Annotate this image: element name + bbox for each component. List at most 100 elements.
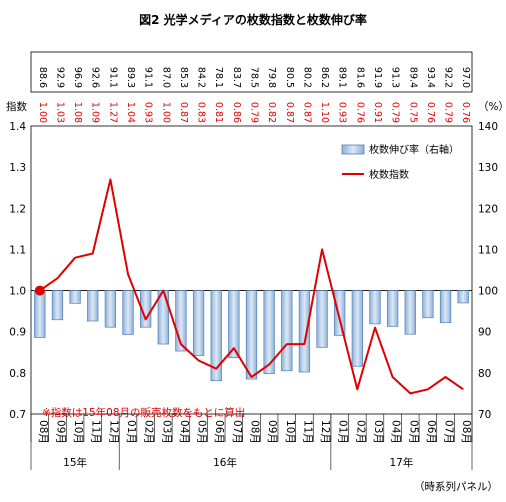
right-tick-label: 140 [478, 121, 498, 133]
bar-7 [157, 290, 169, 345]
bar-10 [210, 290, 222, 382]
year-label: 17年 [390, 456, 414, 469]
bar-value-label: 91.1 [107, 67, 118, 88]
index-value-label: 0.93 [143, 102, 154, 123]
legend-line-label: 枚数指数 [369, 168, 409, 181]
index-value-label: 0.76 [354, 102, 365, 123]
index-value-label: 1.00 [160, 102, 171, 123]
index-start-marker [34, 285, 45, 296]
bar-series [34, 290, 469, 382]
index-value-label: 1.00 [37, 102, 48, 123]
index-value-label: 1.04 [125, 102, 136, 123]
bar-value-label: 87.0 [160, 67, 171, 88]
bar-value-label: 97.0 [460, 67, 471, 88]
bar-value-label: 89.1 [337, 67, 348, 88]
bar-12 [245, 290, 258, 380]
x-tick-label: 10月 [284, 420, 296, 444]
x-tick-label: 09月 [54, 420, 66, 444]
right-axis-label: （%） [478, 101, 506, 113]
bar-2 [69, 290, 81, 304]
bar-value-label: 92.6 [90, 67, 101, 88]
index-value-label: 0.79 [390, 102, 401, 123]
bar-value-label: 92.2 [443, 67, 454, 88]
x-tick-label: 04月 [390, 420, 402, 444]
index-value-label: 0.87 [301, 102, 312, 123]
bar-value-label: 80.5 [284, 67, 295, 88]
right-tick-label: 100 [478, 286, 498, 298]
x-tick-label: 03月 [372, 420, 384, 444]
bar-value-label: 92.9 [54, 67, 65, 88]
source-label: （時系列パネル） [414, 480, 498, 493]
index-value-label: 0.82 [266, 102, 277, 123]
bar-18 [351, 290, 363, 367]
bar-value-label: 85.3 [178, 67, 189, 88]
index-value-labels: 1.00 1.03 1.08 1.09 1.27 1.04 0.93 1.00 0.87 0.83… [37, 102, 471, 123]
bar-24 [457, 290, 469, 304]
legend-bar-swatch [341, 144, 365, 155]
right-axis-ticks: 70 80 90 100 110 120 130 140 [478, 121, 498, 421]
x-tick-label: 05月 [196, 420, 208, 444]
bar-23 [439, 290, 452, 324]
bar-value-label: 89.4 [407, 67, 418, 88]
right-tick-label: 80 [478, 368, 491, 380]
x-tick-label: 03月 [160, 420, 172, 444]
index-value-label: 0.81 [213, 102, 224, 123]
left-tick-label: 1.2 [9, 203, 26, 215]
x-tick-label: 11月 [90, 420, 102, 444]
index-value-label: 0.76 [460, 102, 471, 123]
legend-bar-label: 枚数伸び率（右軸） [369, 143, 459, 156]
right-tick-label: 130 [478, 162, 498, 174]
x-tick-label: 12月 [107, 420, 119, 444]
bar-6 [140, 290, 152, 328]
chart-title: 図2 光学メディアの枚数指数と枚数伸び率 [139, 12, 367, 27]
bar-0 [34, 290, 46, 338]
index-value-label: 0.79 [249, 102, 260, 123]
index-value-label: 0.76 [425, 102, 436, 123]
bar-20 [386, 290, 399, 327]
bar-8 [175, 290, 187, 352]
bar-21 [404, 290, 416, 335]
x-tick-label: 09月 [266, 420, 278, 444]
index-value-label: 1.09 [90, 102, 101, 123]
x-tick-label: 08月 [249, 420, 261, 444]
index-value-label: 1.27 [107, 102, 118, 123]
x-tick-label: 01月 [337, 420, 349, 444]
bar-value-label: 81.6 [354, 67, 365, 88]
year-label: 16年 [213, 456, 237, 469]
footnote: ※指数は15年08月の販売枚数をもとに算出 [42, 406, 245, 419]
x-tick-label: 01月 [125, 420, 137, 444]
bar-4 [104, 290, 117, 328]
bar-15 [298, 290, 311, 373]
x-tick-label: 08月 [37, 420, 49, 444]
x-tick-label: 07月 [443, 420, 455, 444]
x-tick-label: 04月 [178, 420, 190, 444]
x-tick-label: 10月 [72, 420, 84, 444]
plot-border [30, 125, 473, 415]
left-tick-label: 1.1 [9, 244, 26, 256]
bar-value-label: 93.4 [425, 67, 436, 88]
right-tick-label: 90 [478, 327, 491, 339]
legend: 枚数伸び率（右軸） 枚数指数 [341, 143, 459, 181]
index-value-label: 0.83 [196, 102, 207, 123]
left-axis-label: 指数 [6, 100, 27, 113]
bar-value-label: 79.8 [266, 67, 277, 88]
x-tick-label: 05月 [407, 420, 419, 444]
x-tick-label: 06月 [213, 420, 225, 444]
index-value-label: 0.75 [407, 102, 418, 123]
bar-16 [316, 290, 328, 348]
bar-22 [422, 290, 434, 319]
x-tick-label: 08月 [460, 420, 472, 444]
bar-1 [51, 290, 64, 321]
index-value-label: 0.87 [178, 102, 189, 123]
bar-value-label: 86.2 [319, 67, 330, 88]
x-tick-label: 06月 [425, 420, 437, 444]
x-axis-labels: 08月 09月 10月 11月 12月 01月 02月 03月 04月 05月 06月 07月 08月 0… [37, 420, 472, 444]
bar-value-label: 96.9 [72, 67, 83, 88]
bar-13 [263, 290, 275, 375]
year-label: 15年 [63, 456, 87, 469]
left-tick-label: 0.8 [9, 368, 26, 380]
bar-value-labels: 88.6 92.9 96.9 92.6 91.1 89.3 91.1 87.0 85.3 84.2… [37, 67, 471, 88]
bar-14 [281, 290, 293, 372]
bar-value-label: 89.3 [125, 67, 136, 88]
